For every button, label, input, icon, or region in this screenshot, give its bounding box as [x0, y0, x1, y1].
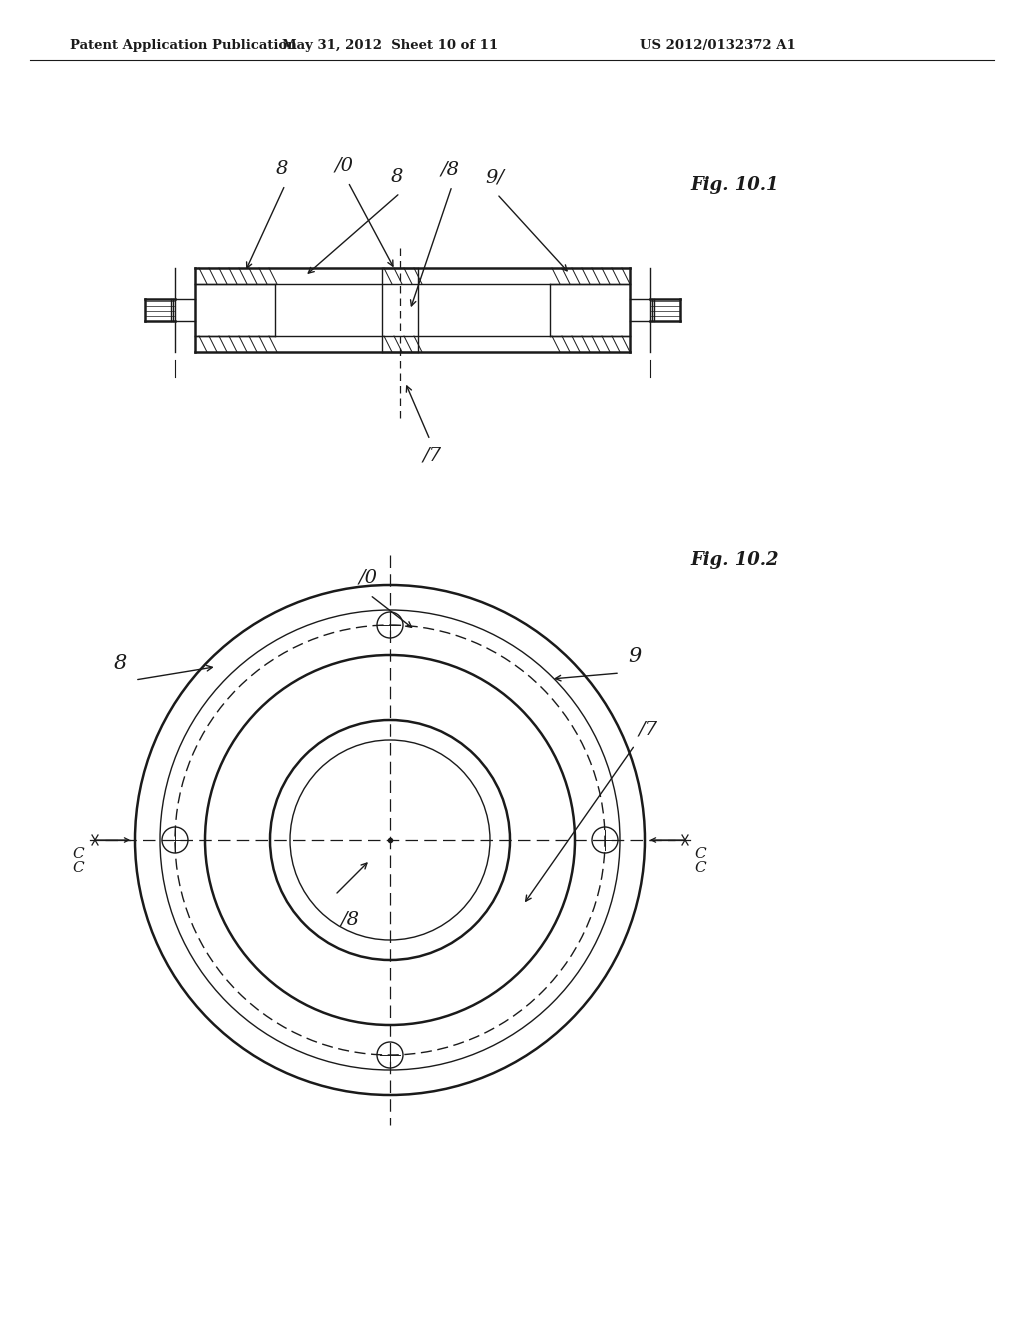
Text: Fig. 10.2: Fig. 10.2 [690, 550, 778, 569]
Text: 9/: 9/ [485, 169, 505, 187]
Text: /8: /8 [440, 161, 460, 180]
Text: /7: /7 [639, 719, 657, 738]
Text: Patent Application Publication: Patent Application Publication [70, 38, 297, 51]
Text: 9: 9 [629, 647, 642, 667]
Text: 8: 8 [391, 168, 403, 186]
Text: /0: /0 [335, 156, 353, 174]
Text: /8: /8 [341, 909, 359, 928]
Text: C: C [694, 847, 706, 861]
Text: C: C [72, 861, 84, 875]
Text: 8: 8 [275, 160, 288, 178]
Text: C: C [72, 847, 84, 861]
Text: 8: 8 [114, 653, 127, 673]
Text: /7: /7 [423, 447, 441, 465]
Text: /0: /0 [358, 569, 378, 587]
Text: US 2012/0132372 A1: US 2012/0132372 A1 [640, 38, 796, 51]
Text: Fig. 10.1: Fig. 10.1 [690, 176, 778, 194]
Text: C: C [694, 861, 706, 875]
Text: May 31, 2012  Sheet 10 of 11: May 31, 2012 Sheet 10 of 11 [282, 38, 498, 51]
